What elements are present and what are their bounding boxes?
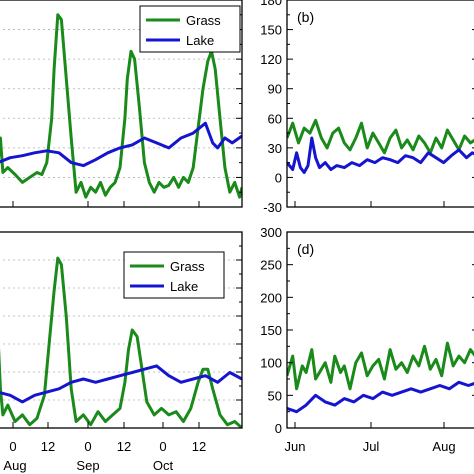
x-tick-label: Jul — [363, 439, 380, 454]
panel-c: 0 12 0 12 0 12 Aug Sep Oct Grass Lake — [0, 231, 243, 473]
panel-a: Grass Lake — [0, 0, 243, 208]
panel-label: (d) — [297, 241, 314, 257]
y-tick-label: 0 — [275, 170, 282, 185]
x-tick-label: 12 — [117, 439, 131, 454]
y-tick-label: 50 — [268, 388, 282, 403]
legend-entry: Lake — [186, 33, 214, 48]
legend-entry: Grass — [170, 259, 205, 274]
panel-b: -30 0 30 60 90 120 150 180 (b) — [260, 0, 474, 215]
y-tick-label: 150 — [260, 23, 282, 38]
y-tick-label: 300 — [260, 225, 282, 240]
series-line-c-grass — [0, 256, 242, 428]
x-tick-label: 12 — [41, 439, 55, 454]
legend: Grass Lake — [123, 251, 225, 299]
y-tick-label: 200 — [260, 290, 282, 305]
series-line-b-lake — [287, 136, 474, 174]
y-tick-label: 0 — [275, 421, 282, 436]
y-tick-label: 90 — [268, 82, 282, 97]
series-line-d-lake — [287, 380, 474, 414]
x-month-label: Sep — [76, 458, 99, 473]
series-line-a-grass — [0, 13, 242, 199]
x-tick-label: 0 — [84, 439, 91, 454]
x-tick-label: 12 — [192, 439, 206, 454]
x-tick-label: 0 — [159, 439, 166, 454]
panel-label: (b) — [297, 9, 314, 25]
y-tick-label: 180 — [260, 0, 282, 8]
plot-frame — [286, 0, 474, 208]
legend-box — [139, 5, 241, 53]
series-line-b-grass — [287, 118, 474, 155]
legend: Grass Lake — [139, 5, 241, 53]
series-line-c-lake — [0, 364, 242, 404]
legend-box — [123, 251, 225, 299]
x-tick-label: Aug — [432, 439, 455, 454]
x-month-label: Oct — [153, 458, 174, 473]
x-tick-label: Jun — [285, 439, 306, 454]
y-tick-label: 100 — [260, 356, 282, 371]
y-tick-label: 150 — [260, 323, 282, 338]
y-tick-label: -30 — [263, 200, 282, 215]
x-tick-label: 0 — [9, 439, 16, 454]
plot-frame — [286, 231, 474, 429]
y-tick-label: 30 — [268, 141, 282, 156]
y-tick-label: 120 — [260, 52, 282, 67]
legend-entry: Lake — [170, 279, 198, 294]
panel-d: 0 50 100 150 200 250 300 Jun Jul Aug (d) — [260, 225, 474, 454]
y-tick-label: 60 — [268, 111, 282, 126]
legend-entry: Grass — [186, 13, 221, 28]
series-line-a-lake — [0, 121, 242, 168]
x-month-label: Aug — [3, 458, 26, 473]
series-line-d-grass — [287, 341, 474, 391]
y-tick-label: 250 — [260, 258, 282, 273]
